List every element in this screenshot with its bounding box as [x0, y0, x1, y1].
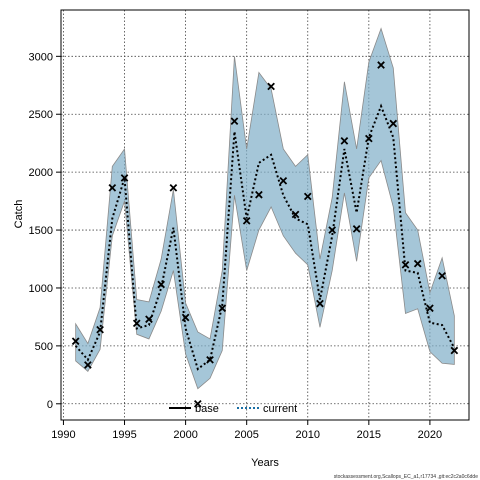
observed-point: [438, 271, 446, 280]
observed-point: [84, 361, 92, 369]
observed-point-stroke: [291, 210, 300, 219]
observed-point-stroke: [230, 117, 239, 126]
observed-point: [364, 134, 373, 143]
observed-point: [413, 259, 422, 268]
observed-point: [316, 299, 324, 308]
observed-point: [108, 183, 117, 192]
observed-point-stroke: [426, 304, 434, 313]
legend: base current: [169, 403, 297, 415]
x-axis: 1990 1995 2000 2005 2010 2015 2020: [51, 420, 442, 441]
legend-label-current: current: [263, 403, 297, 415]
y-tick-label: 1500: [29, 225, 53, 237]
observed-point-stroke: [438, 271, 446, 280]
legend-label-base: base: [195, 403, 219, 415]
x-tick-label: 2000: [173, 429, 197, 441]
observed-point-stroke: [328, 226, 337, 234]
y-tick-label: 0: [47, 399, 53, 411]
observed-point-stroke: [132, 319, 141, 328]
observed-point: [145, 315, 153, 324]
x-tick-label: 1990: [51, 429, 75, 441]
observed-point-stroke: [218, 304, 227, 313]
observed-point: [230, 117, 239, 126]
observed-point: [450, 346, 459, 355]
observed-point-stroke: [413, 259, 422, 268]
observed-point-stroke: [96, 325, 104, 334]
observed-point: [132, 319, 141, 328]
y-tick-label: 3000: [29, 51, 53, 63]
observed-point-stroke: [157, 280, 166, 289]
observed-point-stroke: [108, 183, 117, 192]
observed-point: [169, 183, 178, 192]
observed-point-stroke: [267, 82, 275, 91]
observed-point-stroke: [71, 337, 80, 346]
y-tick-label: 2500: [29, 109, 53, 121]
x-tick-label: 2020: [418, 429, 442, 441]
observed-point: [120, 174, 129, 182]
y-tick-label: 1000: [29, 283, 53, 295]
observed-point: [218, 304, 227, 313]
observed-point: [352, 225, 361, 233]
estimate-line-current: [74, 103, 456, 371]
observed-point: [303, 192, 312, 201]
observed-point: [291, 210, 300, 219]
observed-point-stroke: [181, 313, 190, 322]
observed-point-stroke: [169, 183, 178, 192]
observed-point: [206, 355, 214, 364]
footnote: stockassessment.org,Scallops_EC_a1,r1773…: [334, 474, 478, 480]
observed-point-stroke: [401, 260, 410, 269]
observed-point-stroke: [145, 315, 153, 324]
observed-point-stroke: [242, 216, 251, 225]
x-tick-label: 2010: [296, 429, 320, 441]
observed-point: [255, 190, 263, 199]
observed-point-stroke: [206, 355, 214, 364]
observed-point: [279, 176, 288, 185]
x-tick-label: 1995: [112, 429, 136, 441]
observed-point: [71, 337, 80, 346]
confidence-band: [75, 27, 455, 390]
observed-point-stroke: [193, 399, 202, 408]
observed-point-stroke: [450, 346, 459, 355]
observed-point: [242, 216, 251, 225]
observed-point: [267, 82, 275, 91]
observed-point: [377, 61, 385, 69]
observed-point: [193, 399, 202, 408]
observed-point-stroke: [364, 134, 373, 143]
observed-point-stroke: [389, 119, 398, 128]
observed-point: [401, 260, 410, 269]
observed-markers: [71, 61, 459, 408]
observed-point-stroke: [84, 361, 92, 369]
observed-point: [340, 137, 349, 145]
y-axis-title: Catch: [13, 200, 25, 229]
observed-point-stroke: [303, 192, 312, 201]
observed-point: [426, 304, 434, 313]
x-tick-label: 2015: [357, 429, 381, 441]
observed-point: [328, 226, 337, 234]
y-tick-label: 500: [35, 341, 53, 353]
observed-point: [157, 280, 166, 289]
observed-point-stroke: [255, 190, 263, 199]
observed-point-stroke: [352, 225, 361, 233]
plot-frame: [60, 9, 470, 421]
observed-point-stroke: [377, 61, 385, 69]
observed-point-stroke: [340, 137, 349, 145]
observed-point: [389, 119, 398, 128]
observed-point: [181, 313, 190, 322]
y-axis: 0 500 1000 1500 2000 2500 3000: [29, 51, 61, 411]
observed-point-stroke: [120, 174, 129, 182]
y-tick-label: 2000: [29, 167, 53, 179]
observed-point-stroke: [279, 176, 288, 185]
observed-point: [96, 325, 104, 334]
observed-point-stroke: [316, 299, 324, 308]
x-axis-title: Years: [251, 457, 279, 469]
x-tick-label: 2005: [234, 429, 258, 441]
